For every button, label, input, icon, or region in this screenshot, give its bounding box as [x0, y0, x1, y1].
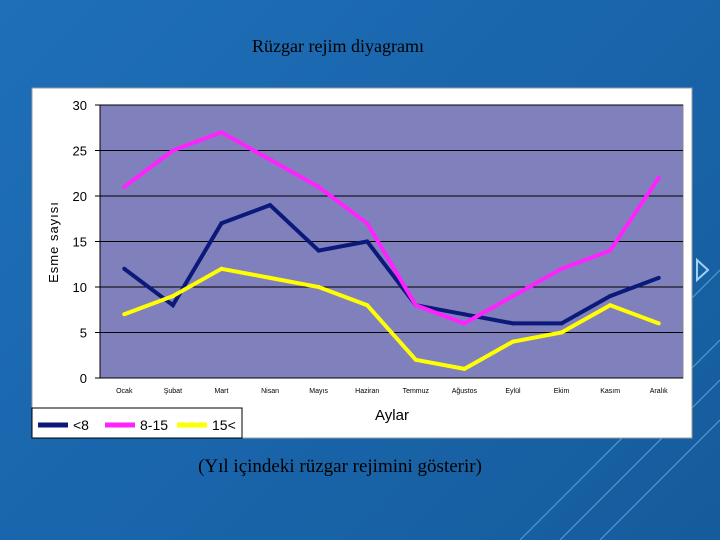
data-point: [219, 130, 224, 135]
x-tick-label: Şubat: [164, 388, 182, 395]
data-point: [365, 221, 370, 226]
next-arrow-icon: [696, 257, 710, 283]
data-point: [316, 285, 321, 289]
x-axis: Ocak Şubat Mart Nisan Mayıs Haziran Temmuz Ağus…: [100, 377, 683, 395]
y-tick-label: 10: [73, 280, 87, 295]
x-tick-label: Haziran: [355, 388, 379, 395]
data-point: [170, 148, 175, 153]
data-point: [316, 184, 321, 189]
y-axis: 0 5 10 15 20 25 30: [73, 98, 101, 386]
data-point: [122, 312, 127, 317]
data-point: [608, 303, 613, 308]
data-point: [365, 303, 370, 308]
data-point: [462, 312, 467, 317]
legend-label: <8: [73, 417, 89, 433]
data-point: [219, 221, 224, 226]
y-tick-label: 0: [80, 371, 87, 386]
data-point: [462, 366, 467, 371]
data-point: [268, 203, 273, 208]
data-point: [170, 294, 175, 299]
data-point: [122, 266, 127, 271]
x-axis-label: Aylar: [375, 407, 409, 424]
data-point: [559, 330, 564, 335]
y-tick-label: 25: [73, 144, 87, 159]
slide-caption: (Yıl içindeki rüzgar rejimini gösterir): [198, 456, 482, 477]
data-point: [608, 248, 613, 253]
data-point: [462, 321, 467, 326]
chart-title: Rüzgar rejim diyagramı: [252, 36, 424, 56]
series-lines: [122, 130, 661, 371]
series-line-1: [123, 202, 660, 326]
legend: <8 8-15 15<: [31, 407, 243, 439]
y-axis-label: Esme sayısı: [46, 201, 61, 283]
data-point: [559, 321, 564, 326]
y-tick-label: 15: [73, 235, 87, 250]
data-point: [413, 303, 418, 308]
x-tick-label: Temmuz: [403, 388, 430, 395]
data-point: [365, 239, 370, 244]
x-tick-label: Ocak: [116, 388, 133, 395]
y-tick-label: 20: [73, 189, 87, 204]
data-point: [656, 275, 661, 280]
data-point: [608, 294, 613, 299]
x-tick-label: Ağustos: [452, 388, 478, 395]
data-point: [656, 175, 661, 180]
data-point: [413, 357, 418, 362]
x-tick-label: Kasım: [600, 388, 620, 395]
x-tick-label: Nisan: [261, 388, 279, 395]
data-point: [268, 157, 273, 162]
data-point: [122, 184, 127, 189]
x-tick-label: Mayıs: [309, 388, 328, 395]
data-point: [170, 303, 175, 308]
data-point: [510, 321, 515, 326]
data-point: [510, 339, 515, 344]
data-point: [559, 266, 564, 271]
data-point: [268, 275, 273, 280]
data-point: [219, 266, 224, 271]
legend-label: 15<: [212, 417, 236, 433]
gridlines: [100, 104, 683, 333]
series-line-3: [123, 266, 660, 371]
y-tick-label: 5: [80, 326, 87, 341]
x-tick-label: Ekim: [554, 388, 570, 395]
series-line-2: [123, 130, 661, 326]
y-tick-label: 30: [73, 98, 87, 113]
data-point: [510, 294, 515, 299]
x-tick-label: Aralık: [650, 388, 668, 395]
data-point: [656, 321, 661, 326]
data-point: [316, 248, 321, 253]
x-tick-label: Mart: [214, 388, 228, 395]
legend-label: 8-15: [140, 417, 168, 433]
x-tick-label: Eylül: [505, 388, 521, 395]
